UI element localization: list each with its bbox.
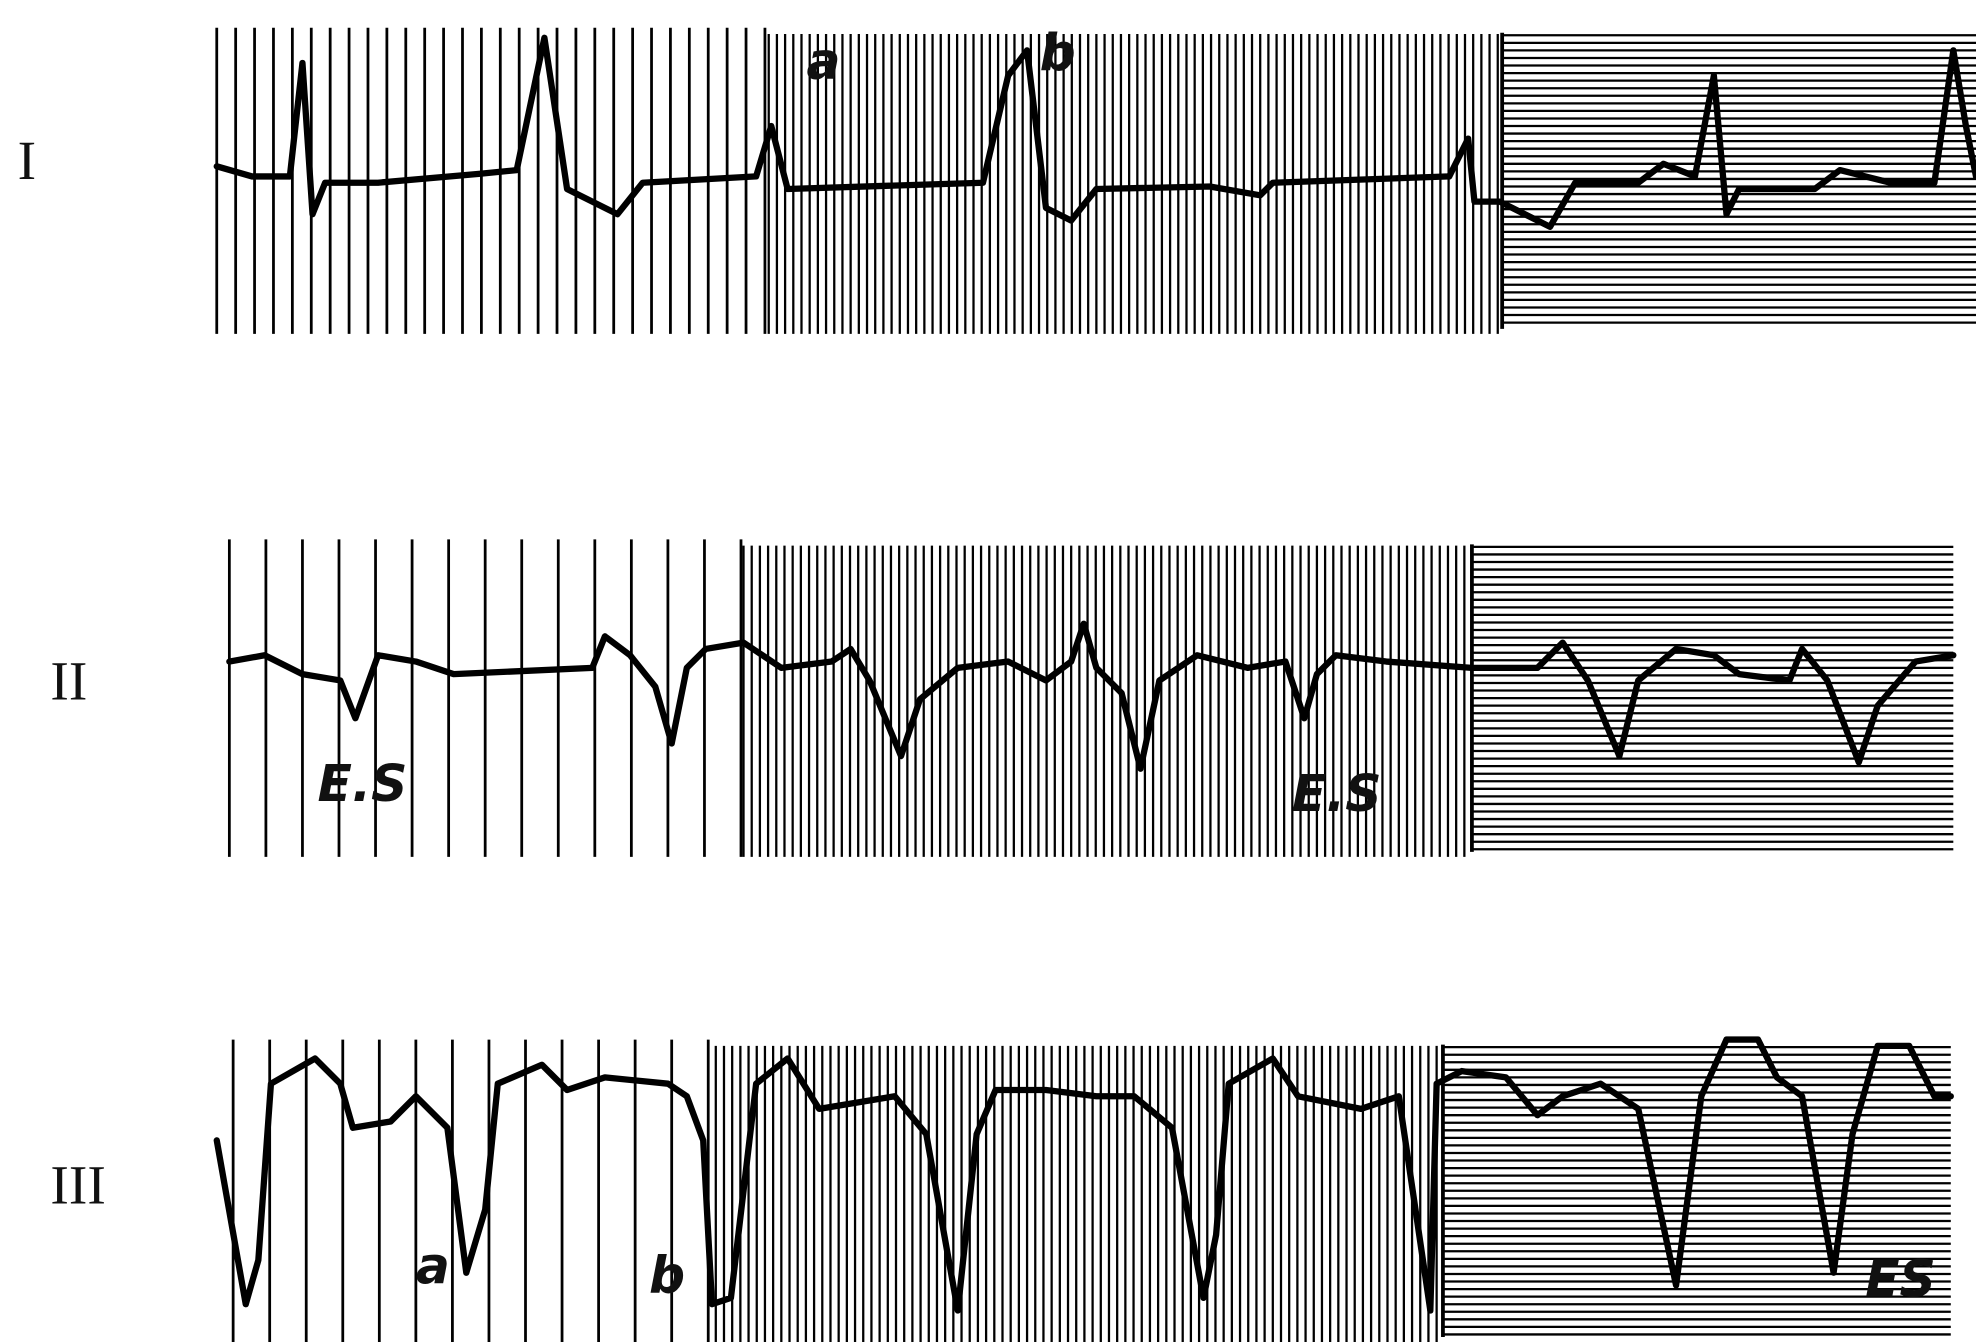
annotation: ES: [1865, 1249, 1936, 1308]
grid-layer: [217, 28, 1976, 1342]
lead-label: I: [18, 130, 36, 191]
annotation: a: [807, 32, 841, 91]
annotation: E.S: [1292, 764, 1382, 823]
lead-label: II: [50, 650, 87, 711]
annotation: b: [1040, 23, 1076, 82]
ecg-figure: I II III a b E.S E.S a b ES: [0, 0, 1976, 1342]
annotation: a: [416, 1237, 450, 1296]
lead-label: III: [50, 1155, 105, 1216]
annotation: E.S: [318, 754, 408, 813]
annotation: b: [649, 1245, 685, 1304]
page: I II III a b E.S E.S a b ES (() => { con…: [0, 0, 1976, 1342]
